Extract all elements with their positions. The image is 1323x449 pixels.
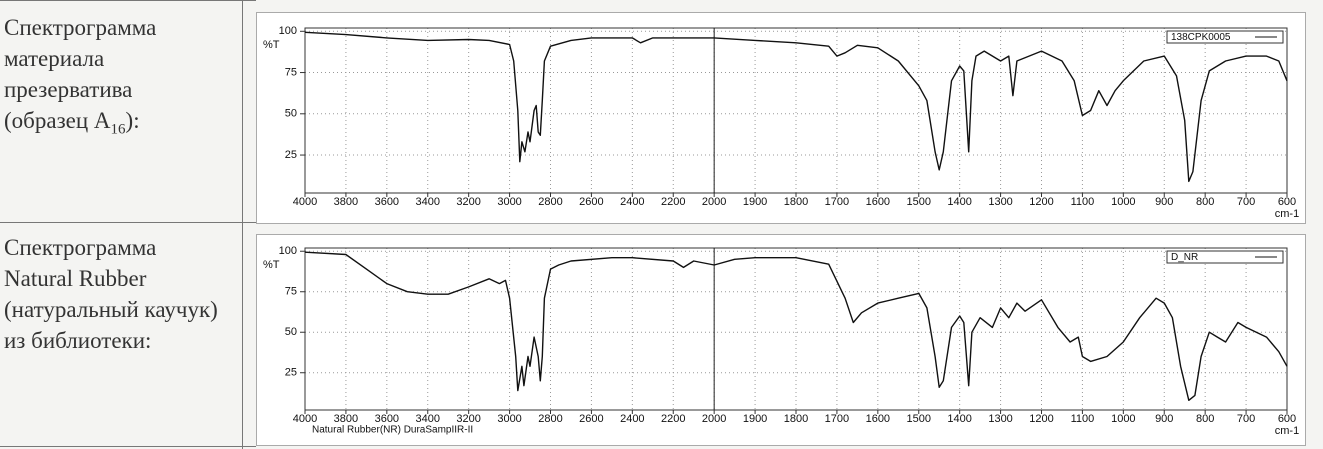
label-text: Спектрограмма Natural Rubber (натуральны… <box>4 235 218 353</box>
x-tick-label: 3000 <box>497 413 521 425</box>
x-tick-label: 2800 <box>538 196 562 208</box>
y-tick-label: 100 <box>279 245 297 257</box>
row-label: Спектрограмма материала презерватива (об… <box>4 12 219 146</box>
x-tick-label: 2800 <box>538 413 562 425</box>
y-tick-label: 25 <box>285 367 297 379</box>
plot-frame <box>304 27 1288 194</box>
x-tick-label: 900 <box>1155 196 1173 208</box>
spectrum-line <box>304 31 1288 183</box>
y-axis-label: %T <box>263 39 280 51</box>
x-tick-label: 4000 <box>293 413 317 425</box>
x-tick-label: 1100 <box>1071 413 1095 425</box>
x-axis-label: cm-1 <box>1275 208 1299 220</box>
x-tick-label: 1000 <box>1111 413 1135 425</box>
legend-label: D_NR <box>1171 252 1198 263</box>
y-axis-label: %T <box>263 259 280 271</box>
row-label: Спектрограмма Natural Rubber (натуральны… <box>4 232 219 356</box>
x-tick-label: 3200 <box>456 196 480 208</box>
x-tick-label: 3600 <box>375 196 399 208</box>
label-text: Спектрограмма материала презерватива (об… <box>4 15 157 133</box>
x-tick-label: 1900 <box>743 413 767 425</box>
x-tick-label: 2400 <box>620 413 644 425</box>
y-tick-label: 100 <box>279 25 297 37</box>
x-tick-label: 1500 <box>907 413 931 425</box>
rule <box>0 222 256 223</box>
label-text: ): <box>125 108 140 133</box>
x-tick-label: 3000 <box>497 196 521 208</box>
x-tick-label: 3200 <box>456 413 480 425</box>
x-tick-label: 3400 <box>416 413 440 425</box>
x-tick-label: 2600 <box>579 196 603 208</box>
x-tick-label: 2600 <box>579 413 603 425</box>
x-tick-label: 1800 <box>784 196 808 208</box>
x-tick-label: 3400 <box>416 196 440 208</box>
x-tick-label: 2200 <box>661 413 685 425</box>
y-tick-label: 75 <box>285 286 297 298</box>
x-tick-label: 1600 <box>866 413 890 425</box>
x-axis-label: cm-1 <box>1275 425 1299 437</box>
x-tick-label: 1900 <box>743 196 767 208</box>
chart: 4000 3800 3600 3400 3200 3000 2800 2600 2400 2200… <box>256 234 1306 446</box>
x-tick-label: 1800 <box>784 413 808 425</box>
x-tick-label: 2200 <box>661 196 685 208</box>
x-tick-label: 700 <box>1237 196 1255 208</box>
x-tick-label: 900 <box>1155 413 1173 425</box>
rule <box>0 0 256 1</box>
footnote: Natural Rubber(NR) DuraSampIIR-II <box>312 425 473 436</box>
x-tick-label: 1700 <box>825 413 849 425</box>
x-tick-label: 1400 <box>947 196 971 208</box>
y-tick-label: 25 <box>285 149 297 161</box>
x-tick-label: 1500 <box>907 196 931 208</box>
legend-label: 138CPK0005 <box>1171 32 1231 43</box>
spectrum-line <box>304 251 1288 401</box>
x-tick-label: 1700 <box>825 196 849 208</box>
x-tick-label: 3600 <box>375 413 399 425</box>
x-tick-label: 1400 <box>947 413 971 425</box>
x-tick-label: 700 <box>1237 413 1255 425</box>
x-tick-label: 2400 <box>620 196 644 208</box>
x-tick-label: 2000 <box>702 196 726 208</box>
x-tick-label: 600 <box>1278 196 1296 208</box>
x-tick-label: 1100 <box>1071 196 1095 208</box>
x-tick-label: 1000 <box>1111 196 1135 208</box>
x-tick-label: 3800 <box>334 196 358 208</box>
legend-box <box>1166 30 1284 44</box>
x-tick-label: 4000 <box>293 196 317 208</box>
x-tick-label: 1300 <box>988 413 1012 425</box>
x-tick-label: 600 <box>1278 413 1296 425</box>
legend-box <box>1166 250 1284 264</box>
x-tick-label: 2000 <box>702 413 726 425</box>
rule <box>0 446 256 447</box>
y-tick-label: 50 <box>285 108 297 120</box>
x-tick-label: 800 <box>1196 196 1214 208</box>
x-tick-label: 3800 <box>334 413 358 425</box>
panel-frame <box>256 12 1306 224</box>
x-tick-label: 800 <box>1196 413 1214 425</box>
rule <box>242 0 243 449</box>
plot-frame <box>304 247 1288 411</box>
x-tick-label: 1300 <box>988 196 1012 208</box>
chart: 4000 3800 3600 3400 3200 3000 2800 2600 2400 2200… <box>256 12 1306 224</box>
x-tick-label: 1200 <box>1029 413 1053 425</box>
label-sub: 16 <box>110 121 126 138</box>
x-tick-label: 1200 <box>1029 196 1053 208</box>
x-tick-label: 1600 <box>866 196 890 208</box>
y-tick-label: 75 <box>285 66 297 78</box>
panel-frame <box>256 234 1306 446</box>
y-tick-label: 50 <box>285 326 297 338</box>
